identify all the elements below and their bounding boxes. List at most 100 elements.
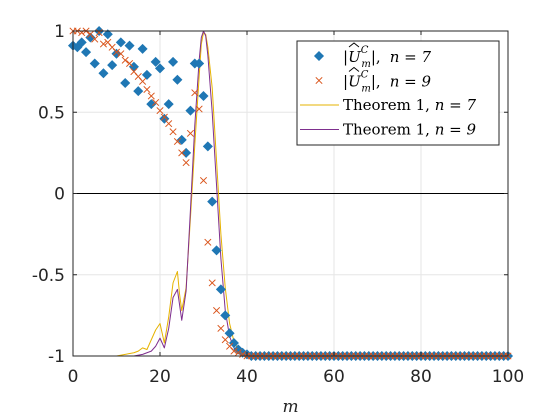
- cross-point-stroke: [217, 324, 225, 332]
- cross-point-stroke: [117, 50, 125, 58]
- cross-point: [160, 113, 168, 121]
- diamond-point: [215, 284, 226, 295]
- cross-point-stroke: [230, 347, 238, 355]
- x-tick-label: 60: [323, 367, 345, 387]
- cross-point: [199, 176, 208, 185]
- cross-point: [173, 137, 181, 146]
- x-tick-label: 100: [492, 367, 524, 387]
- cross-point: [191, 89, 199, 97]
- diamond-point: [120, 77, 131, 89]
- cross-point-stroke: [86, 30, 94, 38]
- cross-point: [125, 59, 134, 68]
- x-tick-label: 80: [410, 367, 432, 387]
- legend-sub: m: [361, 84, 370, 95]
- diamond-point: [207, 196, 218, 207]
- legend-entry-1: |UC m|, n = 9: [315, 66, 431, 95]
- cross-point: [186, 129, 195, 137]
- diamond-point: [133, 86, 144, 97]
- legend-label: Theorem 1, n = 7: [343, 96, 476, 114]
- cross-point: [195, 105, 203, 113]
- cross-point-stroke: [160, 113, 168, 121]
- y-tick-label: 1: [54, 22, 65, 42]
- cross-point-stroke: [208, 279, 216, 287]
- legend-main-symbol: U: [348, 73, 362, 91]
- legend-entry-3: Theorem 1, n = 9: [300, 121, 476, 139]
- legend-label: Theorem 1, n = 9: [343, 121, 476, 139]
- legend-sup: C: [361, 45, 369, 56]
- legend-sub: m: [361, 59, 370, 70]
- diamond-point: [150, 56, 161, 67]
- cross-point: [95, 29, 103, 37]
- cross-point: [234, 349, 242, 357]
- cross-point: [78, 29, 86, 37]
- series-3: [73, 30, 508, 357]
- legend-cross-sample: [315, 76, 323, 85]
- diamond-point: [81, 47, 92, 58]
- cross-point-stroke: [165, 120, 173, 128]
- legend-abs-open: |: [343, 73, 348, 91]
- cross-point: [208, 279, 216, 287]
- legend-cross-sample-stroke: [315, 76, 323, 85]
- cross-point: [147, 92, 155, 100]
- legend-hat-mark: [348, 66, 360, 72]
- diamond-point: [168, 56, 179, 67]
- legend-label-n: n = 9: [435, 121, 477, 139]
- diamond-point: [141, 69, 152, 80]
- diamond-point: [85, 32, 96, 43]
- y-tick-label: 0.5: [38, 103, 65, 123]
- cross-point: [182, 159, 190, 167]
- cross-point: [204, 238, 212, 246]
- series-line: [73, 30, 508, 357]
- cross-point: [156, 107, 164, 115]
- cross-point: [117, 50, 125, 58]
- cross-point-stroke: [104, 38, 112, 46]
- diamond-point: [124, 40, 135, 51]
- x-tick-label: 0: [68, 367, 79, 387]
- cross-point-stroke: [147, 92, 155, 100]
- ticks: [72, 30, 509, 357]
- legend-hat-mark: [348, 42, 360, 48]
- legend-label: |UC m|, n = 7: [343, 45, 431, 70]
- legend-label: |UC m|, n = 9: [343, 70, 431, 95]
- cross-point-stroke: [191, 89, 199, 97]
- diamond-point: [172, 74, 183, 85]
- diamond-point: [176, 134, 187, 145]
- cross-point: [217, 324, 225, 332]
- diamond-point: [107, 60, 118, 71]
- cross-point-stroke: [156, 107, 164, 115]
- cross-point-stroke: [139, 77, 147, 85]
- diamond-point: [146, 99, 157, 110]
- cross-point-stroke: [143, 85, 151, 94]
- legend-n: n = 7: [390, 48, 432, 66]
- legend-entry-2: Theorem 1, n = 7: [300, 96, 476, 114]
- cross-point: [169, 128, 177, 136]
- x-tick-label: 20: [149, 367, 171, 387]
- diamond-point: [137, 43, 148, 54]
- cross-point-stroke: [91, 35, 99, 43]
- diamond-point: [98, 68, 109, 79]
- cross-point-stroke: [226, 342, 234, 350]
- x-axis-title: m: [282, 397, 298, 417]
- legend-sup: C: [361, 70, 369, 81]
- cross-point-stroke: [152, 98, 160, 107]
- diamond-point: [154, 63, 166, 74]
- cross-point: [121, 56, 129, 64]
- diamond-point: [102, 29, 113, 40]
- cross-point: [230, 347, 238, 355]
- legend-abs-close: |,: [371, 73, 381, 91]
- cross-point-stroke: [112, 48, 121, 56]
- cross-point-stroke: [173, 137, 181, 146]
- legend-label-text: Theorem 1,: [343, 121, 435, 139]
- y-tick-label: -0.5: [32, 266, 65, 286]
- diamond-point: [76, 37, 87, 48]
- tick-labels: 0 20 40 60 80 100 -1 -0.5 0 0.5 1: [32, 22, 524, 387]
- cross-point-stroke: [212, 306, 221, 315]
- cross-point: [165, 120, 173, 128]
- cross-point: [99, 40, 108, 48]
- diamond-point: [228, 337, 239, 349]
- cross-point-stroke: [199, 176, 208, 185]
- cross-point: [239, 350, 247, 358]
- cross-point-stroke: [195, 105, 203, 113]
- legend-abs-open: |: [343, 48, 348, 66]
